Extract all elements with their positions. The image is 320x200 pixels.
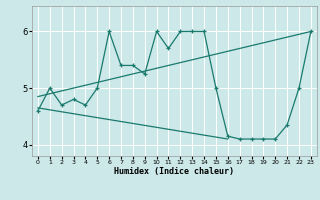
X-axis label: Humidex (Indice chaleur): Humidex (Indice chaleur)	[115, 167, 234, 176]
